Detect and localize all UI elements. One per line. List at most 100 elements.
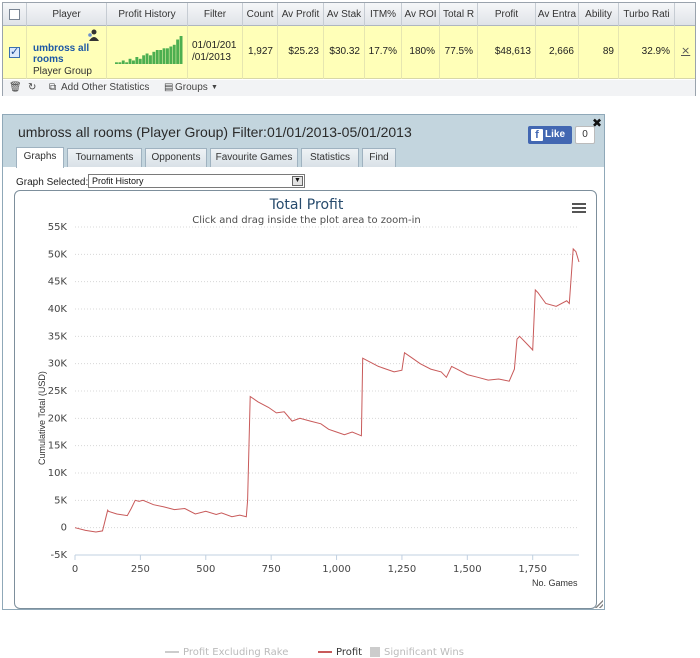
- x-tick-label: 500: [196, 564, 215, 575]
- sparkline-bar: [115, 62, 118, 64]
- profit-sparkline[interactable]: [115, 36, 183, 64]
- legend-label: Significant Wins: [384, 647, 464, 658]
- turbo-ratio-value: 32.9%: [641, 46, 670, 57]
- chart-container[interactable]: Total Profit Click and drag inside the p…: [14, 190, 598, 658]
- facebook-like-button[interactable]: f Like: [528, 126, 572, 144]
- y-tick-label: 55K: [48, 222, 68, 233]
- col-header-total-roi[interactable]: Total R: [440, 3, 478, 26]
- chevron-down-icon[interactable]: ▼: [211, 84, 218, 91]
- facebook-like-label: Like: [545, 129, 566, 140]
- x-tick-label: 250: [131, 564, 150, 575]
- resize-handle[interactable]: [595, 600, 603, 608]
- legend-label: Profit Excluding Rake: [183, 647, 289, 658]
- graph-window-title: umbross all rooms (Player Group) Filter:…: [18, 124, 412, 140]
- filter-cell: 01/01/201 /01/2013: [188, 26, 243, 79]
- y-tick-label: 35K: [48, 331, 68, 342]
- groups-dropdown[interactable]: Groups: [175, 82, 208, 93]
- av-roi-value: 180%: [409, 46, 435, 57]
- graph-select-value: Profit History: [92, 176, 144, 186]
- refresh-icon[interactable]: ↻: [28, 82, 37, 93]
- group-icon: [88, 29, 99, 41]
- col-header-ability[interactable]: Ability: [579, 3, 619, 26]
- legend-item-profit[interactable]: Profit: [318, 647, 362, 658]
- graph-window-header: umbross all rooms (Player Group) Filter:…: [3, 115, 604, 168]
- chart-subtitle: Click and drag inside the plot area to z…: [192, 215, 421, 226]
- sparkline-bar: [128, 58, 132, 64]
- close-icon[interactable]: ✖: [591, 116, 602, 130]
- sparkline-bar: [149, 55, 152, 64]
- tab-graphs[interactable]: Graphs: [16, 147, 64, 168]
- count-value: 1,927: [247, 46, 273, 57]
- y-tick-label: 15K: [48, 441, 68, 452]
- y-tick-label: 50K: [48, 249, 68, 260]
- sparkline-bar: [155, 50, 159, 64]
- chart-title: Total Profit: [269, 197, 344, 213]
- av-profit-value: $25.23: [288, 46, 319, 57]
- legend-line-icon: [165, 651, 179, 653]
- tab-opponents[interactable]: Opponents: [145, 148, 207, 167]
- y-tick-label: 30K: [48, 359, 68, 370]
- y-tick-label: 5K: [54, 495, 67, 506]
- col-header-av-profit[interactable]: Av Profit: [278, 3, 324, 26]
- col-header-player[interactable]: Player: [27, 3, 107, 26]
- player-type: Player Group: [33, 66, 92, 77]
- profit-history-cell: [107, 26, 188, 79]
- sparkline-bar: [121, 60, 125, 64]
- select-all-checkbox[interactable]: [9, 9, 20, 20]
- row-checkbox[interactable]: [9, 45, 20, 58]
- col-header-itm[interactable]: ITM%: [365, 3, 402, 26]
- tab-favourite-games[interactable]: Favourite Games: [210, 148, 298, 167]
- legend-item-significant-wins[interactable]: Significant Wins: [370, 647, 464, 658]
- add-other-statistics-button[interactable]: Add Other Statistics: [61, 82, 150, 93]
- groups-icon: ▤: [164, 82, 174, 93]
- table-row[interactable]: umbross all rooms Player Group 01/01/201…: [3, 26, 695, 79]
- ability-value: 89: [602, 46, 614, 57]
- player-cell: umbross all rooms Player Group: [27, 26, 107, 79]
- col-header-av-entrants[interactable]: Av Entra: [536, 3, 579, 26]
- col-header-turbo-ratio[interactable]: Turbo Rati: [619, 3, 675, 26]
- col-header-profit-history[interactable]: Profit History: [107, 3, 188, 26]
- sparkline-bar: [176, 39, 180, 64]
- y-tick-label: 45K: [48, 277, 68, 288]
- col-header-count[interactable]: Count: [243, 3, 278, 26]
- graph-selected-label: Graph Selected:: [16, 177, 89, 188]
- graph-window: umbross all rooms (Player Group) Filter:…: [2, 114, 605, 658]
- turbo-ratio-cell: 32.9%: [619, 26, 675, 79]
- sparkline-bar: [132, 60, 135, 64]
- chart-menu-icon[interactable]: [572, 203, 586, 214]
- y-tick-label: 10K: [48, 468, 68, 479]
- player-name-link[interactable]: umbross all rooms: [33, 43, 90, 65]
- sparkline-bar: [162, 48, 166, 64]
- sparkline-bar: [138, 58, 142, 64]
- table-toolbar: 🗑 ↻ ⧉ Add Other Statistics ▤ Groups ▼: [3, 80, 695, 96]
- col-header-av-stake[interactable]: Av Stak: [324, 3, 365, 26]
- count-cell: 1,927: [243, 26, 278, 79]
- tab-statistics[interactable]: Statistics: [301, 148, 359, 167]
- col-header-av-roi[interactable]: Av ROI: [402, 3, 440, 26]
- sparkline-bar: [159, 50, 163, 64]
- sparkline-bar: [125, 62, 129, 64]
- remove-row-icon[interactable]: ×: [681, 44, 691, 57]
- sparkline-bar: [135, 57, 139, 64]
- y-tick-label: 20K: [48, 413, 68, 424]
- filter-line2: /01/2013: [192, 52, 231, 63]
- filter-line1: 01/01/201: [192, 40, 237, 51]
- sparkline-bar: [169, 46, 173, 64]
- y-tick-label: 40K: [48, 304, 68, 315]
- row-select-cell: [3, 26, 27, 79]
- tab-find[interactable]: Find: [362, 148, 396, 167]
- profit-chart[interactable]: -5K 0 5K 10K 15K 20K 25K 30K 35K 40K 45K 50K 55K 0 250…: [15, 191, 598, 610]
- x-tick-label: 1,000: [322, 564, 351, 575]
- graph-select-dropdown[interactable]: Profit History ▼: [88, 174, 305, 188]
- total-roi-cell: 77.5%: [440, 26, 478, 79]
- x-tick-label: 1,250: [388, 564, 417, 575]
- y-tick-label: -5K: [50, 550, 67, 561]
- itm-cell: 17.7%: [365, 26, 402, 79]
- dropdown-arrow-icon[interactable]: ▼: [292, 176, 303, 186]
- col-header-filter[interactable]: Filter: [188, 3, 243, 26]
- y-tick-label: 25K: [48, 386, 68, 397]
- tab-tournaments[interactable]: Tournaments: [67, 148, 142, 167]
- legend-item-profit-excl-rake[interactable]: Profit Excluding Rake: [165, 647, 288, 658]
- col-header-profit[interactable]: Profit: [478, 3, 536, 26]
- delete-icon[interactable]: 🗑: [9, 82, 22, 93]
